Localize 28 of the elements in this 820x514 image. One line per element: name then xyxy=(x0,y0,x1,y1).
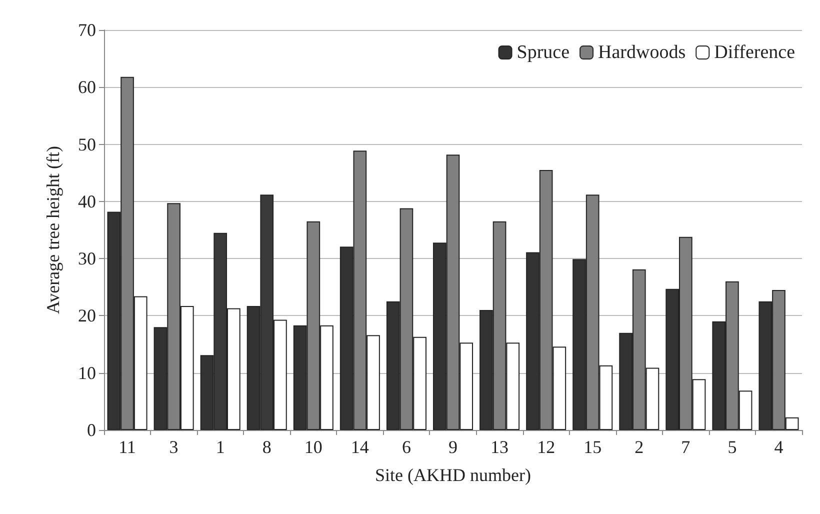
x-tick-label: 7 xyxy=(681,437,690,457)
x-tick-label: 15 xyxy=(584,437,602,457)
legend-label: Hardwoods xyxy=(598,42,686,63)
y-tick-label: 50 xyxy=(78,134,96,154)
x-tick-label: 1 xyxy=(216,437,225,457)
x-tick-label: 6 xyxy=(402,437,411,457)
x-tick-label: 8 xyxy=(262,437,272,457)
y-tick-label: 0 xyxy=(87,420,96,440)
legend-label: Difference xyxy=(714,42,796,63)
y-axis-title: Average tree height (ft) xyxy=(43,146,63,314)
x-tick-label: 10 xyxy=(304,437,322,457)
x-tick-label: 12 xyxy=(537,437,556,457)
y-tick-label: 10 xyxy=(78,362,96,383)
x-tick-label: 3 xyxy=(169,437,178,457)
x-tick-label: 4 xyxy=(774,437,784,457)
y-tick-label: 60 xyxy=(78,77,96,98)
x-axis-title: Site (AKHD number) xyxy=(375,465,531,485)
x-tick-label: 5 xyxy=(728,437,737,457)
x-tick-label: 2 xyxy=(634,437,644,457)
legend-label: Spruce xyxy=(516,42,570,63)
y-tick-label: 40 xyxy=(78,191,96,212)
x-tick-label: 9 xyxy=(448,437,458,457)
y-tick-label: 30 xyxy=(78,248,96,269)
y-tick-label: 70 xyxy=(78,20,96,40)
y-tick-label: 20 xyxy=(78,306,96,326)
x-tick-label: 11 xyxy=(118,437,136,457)
x-tick-label: 14 xyxy=(350,437,369,457)
x-tick-label: 13 xyxy=(490,437,509,457)
